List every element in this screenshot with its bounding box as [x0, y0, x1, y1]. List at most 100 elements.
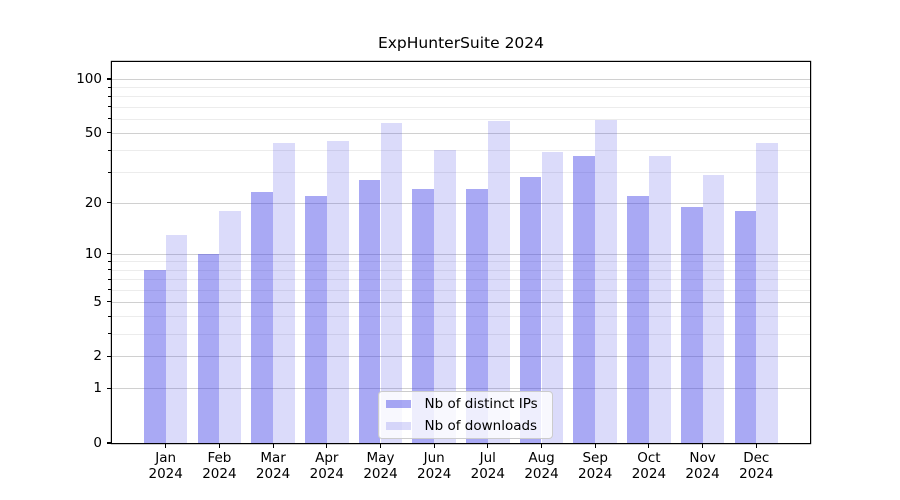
bar-jan-distinct-ips	[143, 269, 166, 443]
x-tick-mark	[648, 443, 650, 448]
x-tick-label-sep: Sep 2024	[555, 450, 635, 482]
legend: Nb of distinct IPs Nb of downloads	[378, 391, 553, 439]
y-tick-mark	[106, 355, 111, 357]
y-minor-tick-mark	[108, 315, 111, 317]
y-tick-label: 5	[93, 293, 102, 310]
y-tick-mark	[106, 132, 111, 134]
legend-label-downloads: Nb of downloads	[424, 418, 538, 434]
bar-jul-downloads	[487, 121, 510, 443]
x-tick-year: 2024	[148, 465, 183, 482]
y-minor-tick-mark	[108, 289, 111, 290]
legend-entry-downloads: Nb of downloads	[385, 417, 546, 435]
legend-label-distinct-ips: Nb of distinct IPs	[424, 396, 538, 412]
y-tick-mark	[106, 387, 111, 389]
x-tick-label-apr: Apr 2024	[287, 450, 367, 482]
x-tick-year: 2024	[631, 465, 667, 482]
x-tick-mark	[433, 443, 435, 448]
bar-aug-downloads	[541, 152, 564, 443]
chart-title: ExpHunterSuite 2024	[377, 34, 545, 52]
bar-may-downloads	[380, 122, 403, 443]
bar-oct-distinct-ips	[627, 195, 649, 443]
y-tick-mark	[106, 253, 111, 255]
gridline-major	[112, 356, 810, 358]
x-tick-label-jan: Jan 2024	[126, 450, 206, 482]
y-tick-mark	[106, 301, 111, 303]
y-tick-label: 0	[93, 435, 102, 451]
gridline-major	[112, 79, 810, 80]
gridline-minor	[112, 333, 810, 335]
x-tick-mark	[272, 443, 274, 448]
gridline-minor	[112, 289, 810, 291]
x-tick-month: Sep	[582, 450, 608, 466]
y-tick-label: 10	[84, 245, 102, 262]
x-tick-label-dec: Dec 2024	[716, 450, 796, 482]
x-tick-label-feb: Feb 2024	[179, 450, 259, 482]
gridline-minor	[112, 150, 810, 152]
x-tick-month: Oct	[637, 450, 661, 466]
bar-apr-downloads	[326, 141, 349, 443]
y-tick-label: 100	[76, 71, 102, 87]
x-tick-mark	[540, 443, 543, 448]
x-tick-month: Nov	[689, 450, 716, 466]
bar-jul-distinct-ips	[466, 189, 488, 443]
bar-feb-downloads	[219, 210, 242, 443]
x-tick-year: 2024	[685, 465, 720, 482]
gridline-major	[112, 388, 810, 390]
bar-jun-distinct-ips	[412, 189, 435, 443]
y-minor-tick-mark	[108, 269, 111, 271]
y-minor-tick-mark	[108, 118, 111, 120]
x-tick-mark	[594, 443, 596, 448]
x-tick-year: 2024	[363, 465, 398, 482]
y-tick-label: 2	[93, 348, 102, 365]
x-tick-mark	[487, 443, 489, 448]
y-minor-tick-mark	[108, 106, 111, 108]
y-tick-mark	[106, 442, 111, 444]
x-tick-label-mar: Mar 2024	[233, 450, 313, 482]
bar-apr-distinct-ips	[305, 195, 327, 443]
bar-feb-distinct-ips	[197, 253, 220, 443]
bar-aug-distinct-ips	[519, 177, 542, 443]
x-tick-mark	[379, 443, 382, 448]
x-tick-label-jul: Jul 2024	[448, 450, 528, 482]
y-minor-tick-mark	[108, 278, 111, 280]
x-tick-month: Mar	[260, 450, 286, 466]
y-tick-label: 20	[84, 194, 102, 211]
x-tick-year: 2024	[255, 465, 291, 482]
gridline-minor	[112, 96, 810, 98]
x-tick-label-jun: Jun 2024	[394, 450, 474, 482]
x-tick-mark	[755, 443, 757, 448]
gridline-minor	[112, 87, 810, 89]
x-tick-label-oct: Oct 2024	[609, 450, 689, 482]
x-tick-mark	[165, 443, 167, 448]
x-tick-year: 2024	[739, 465, 774, 482]
bar-nov-downloads	[702, 174, 725, 443]
y-minor-tick-mark	[108, 171, 111, 173]
x-tick-year: 2024	[578, 465, 613, 482]
bar-sep-distinct-ips	[573, 156, 596, 443]
gridline-minor	[112, 269, 810, 271]
y-tick-label: 50	[84, 124, 102, 141]
gridline-minor	[112, 279, 810, 280]
bar-mar-distinct-ips	[251, 192, 274, 443]
gridline-minor	[112, 316, 810, 318]
x-tick-mark	[326, 443, 328, 448]
x-tick-month: Apr	[315, 450, 339, 466]
bar-sep-downloads	[595, 120, 617, 443]
bar-oct-downloads	[648, 156, 671, 443]
gridline-minor	[112, 261, 810, 263]
bar-dec-downloads	[756, 142, 779, 443]
x-tick-year: 2024	[417, 465, 452, 482]
x-tick-mark	[702, 443, 704, 448]
x-tick-month: Jul	[479, 450, 496, 466]
y-minor-tick-mark	[108, 260, 111, 262]
bar-mar-downloads	[273, 142, 295, 443]
x-tick-year: 2024	[470, 465, 505, 482]
gridline-minor	[112, 106, 810, 108]
y-minor-tick-mark	[108, 333, 111, 335]
x-tick-month: Jan	[155, 450, 177, 466]
bar-jun-downloads	[434, 150, 456, 443]
y-minor-tick-mark	[108, 86, 111, 88]
legend-entry-distinct-ips: Nb of distinct IPs	[385, 395, 546, 413]
gridline-minor	[112, 172, 810, 174]
legend-swatch-downloads-icon	[386, 422, 411, 430]
